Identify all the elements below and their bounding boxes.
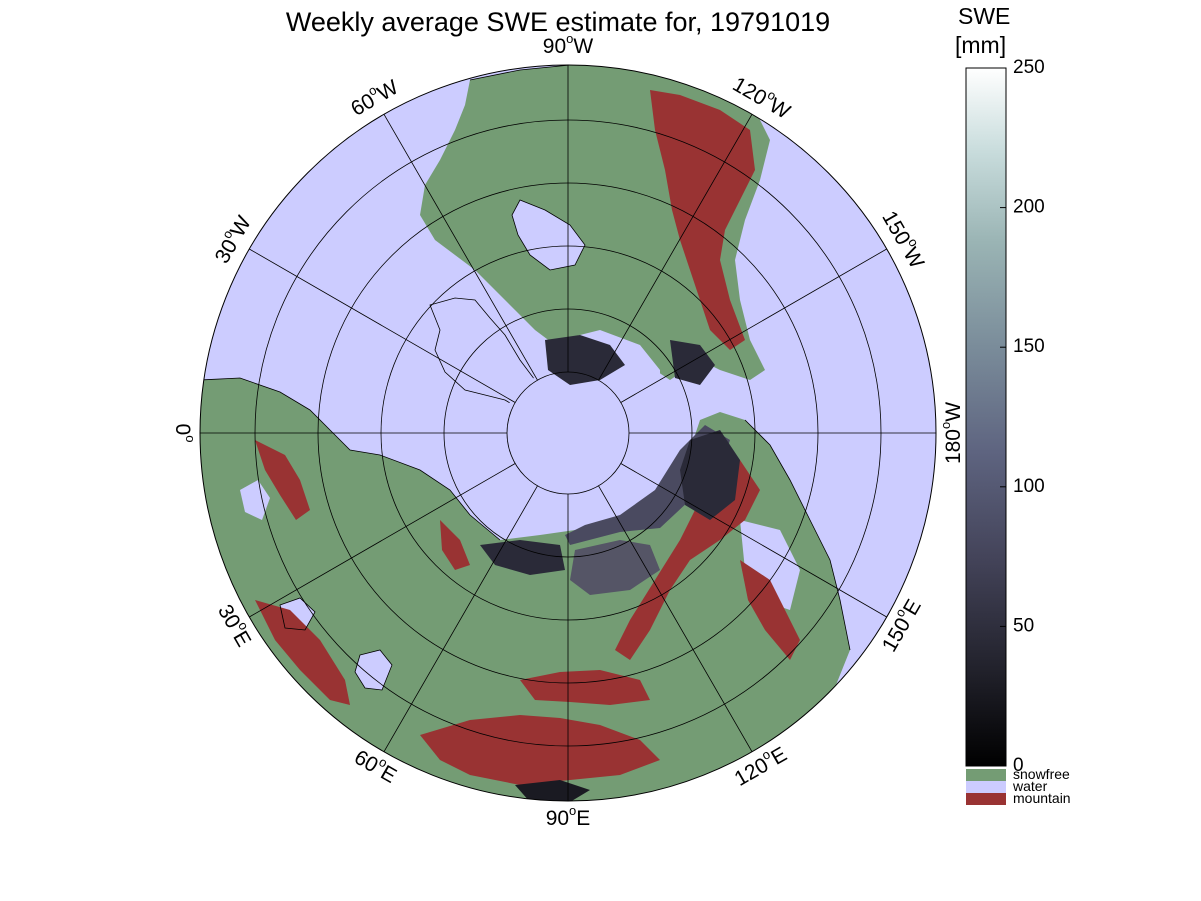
meridian-line-9 [598, 114, 753, 381]
meridian-line-8 [620, 248, 887, 403]
mountain-ural [440, 520, 470, 570]
caspian-sea [355, 650, 392, 690]
colorbar-tick-label-150: 150 [1013, 336, 1045, 357]
colorbar-tick-label-100: 100 [1013, 476, 1045, 497]
colorbar-tick-label-200: 200 [1013, 197, 1045, 218]
longitude-label-4: 90oE [546, 803, 591, 830]
meridian-line-3 [383, 485, 538, 752]
snow-yakutia [680, 430, 740, 520]
snow-canadian-archipelago [545, 335, 625, 385]
map-title: Weekly average SWE estimate for, 1979101… [286, 7, 830, 37]
legend-swatch-water [966, 781, 1006, 793]
mountain-altai [520, 670, 650, 705]
colorbar: SWE [mm] 0 50 100 150 200 250 snowfreewatermo… [955, 3, 1071, 806]
colorbar-tick-label-0: 0 [1013, 755, 1024, 776]
colorbar-title-line2: [mm] [955, 32, 1006, 58]
baltic-sea [240, 480, 270, 520]
snow-mongolia [515, 780, 590, 801]
colorbar-title-line1: SWE [958, 3, 1010, 29]
longitude-label-10: 90oW [543, 31, 594, 58]
mountain-tibet [420, 715, 660, 785]
legend-swatch-snowfree [966, 769, 1006, 781]
legend-label-mountain: mountain [1013, 790, 1071, 806]
meridian-line-2 [249, 463, 516, 618]
hudson-bay [512, 200, 585, 270]
meridian-line-5 [598, 485, 753, 752]
snow-alaska [670, 340, 715, 385]
map-boundary [199, 64, 937, 802]
mountain-caucasus [255, 600, 350, 705]
colorbar-tick-label-250: 250 [1013, 57, 1045, 78]
polar-map [199, 64, 937, 802]
longitude-label-7: 180oW [938, 402, 965, 464]
legend-label-water: water [1012, 778, 1048, 794]
graticule-lines [200, 65, 936, 801]
legend-swatch-mountain [966, 793, 1006, 805]
arctic-coast-water [450, 330, 660, 530]
meridian-line-12 [249, 248, 516, 403]
colorbar-tick-label-50: 50 [1013, 615, 1034, 636]
meridian-line-6 [620, 463, 887, 618]
legend-label-snowfree: snowfree [1013, 766, 1070, 782]
mountain-scandinavia [255, 440, 310, 520]
colorbar-gradient [965, 67, 1007, 767]
longitude-label-1: 0o [171, 424, 198, 443]
meridian-line-11 [383, 114, 538, 381]
mountain-kamchatka [740, 560, 800, 660]
colorbar-ticks: 0 50 100 150 200 250 [1000, 57, 1045, 776]
